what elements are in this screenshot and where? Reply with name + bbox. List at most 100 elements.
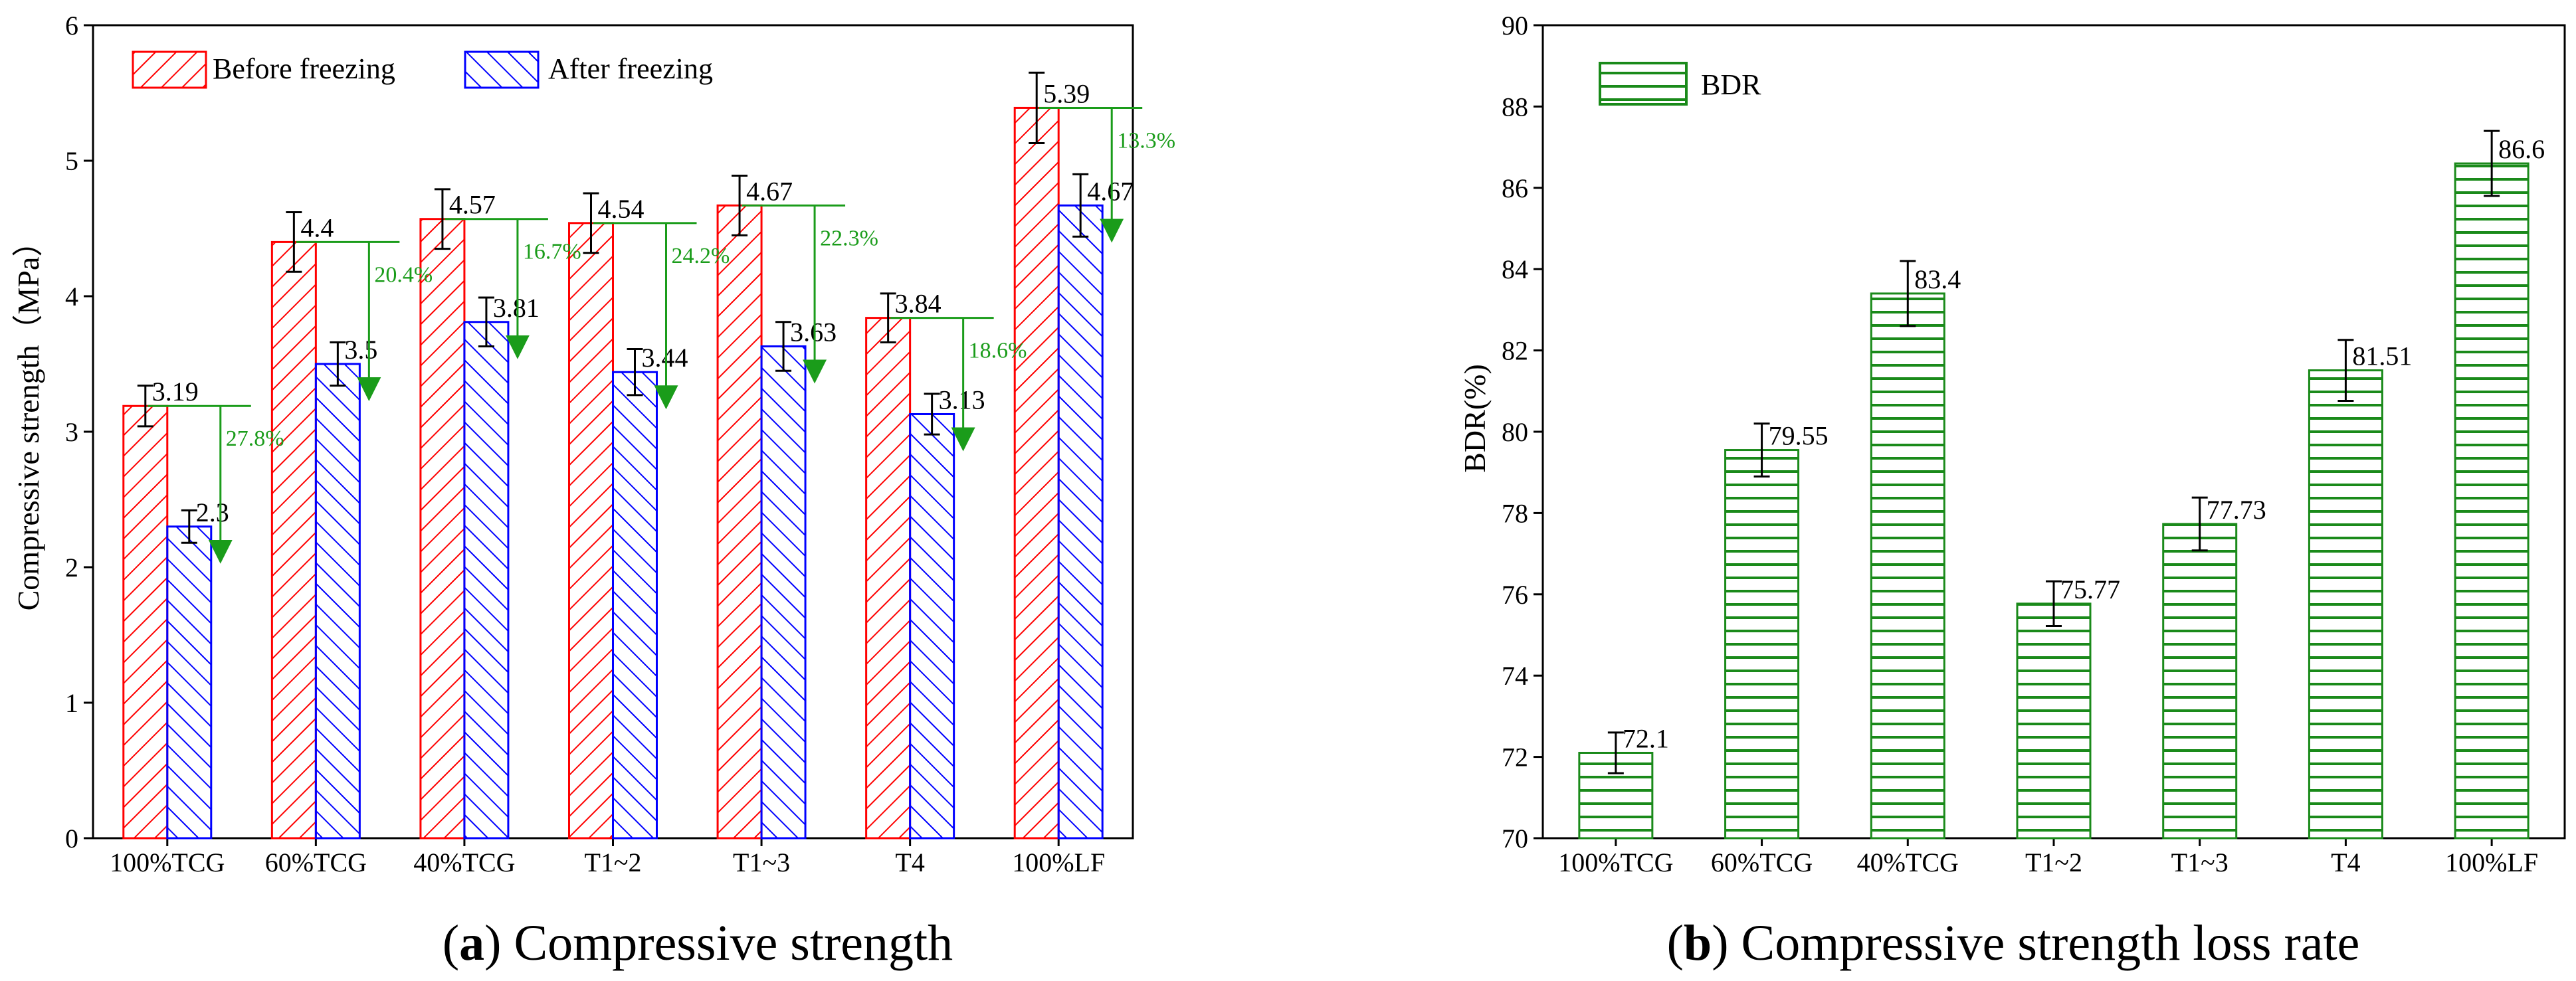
data-label: 3.5 — [344, 335, 377, 365]
bar-after-freezing — [909, 412, 955, 840]
y-tick-label: 84 — [1502, 254, 1528, 284]
y-tick-label: 90 — [1502, 11, 1528, 41]
x-tick-label: 100%LF — [2445, 847, 2538, 877]
reduction-percent-label: 16.7% — [523, 240, 581, 264]
reduction-percent-label: 22.3% — [820, 226, 878, 250]
data-label: 3.63 — [790, 317, 837, 347]
data-label: 83.4 — [1914, 264, 1961, 294]
x-tick-label: 100%LF — [1012, 847, 1105, 877]
x-tick-label: T4 — [895, 847, 924, 877]
y-tick-label: 5 — [65, 146, 78, 176]
data-label: 4.67 — [1087, 176, 1134, 206]
panel-b-caption-letter: b — [1684, 915, 1712, 971]
data-label: 3.44 — [642, 343, 688, 373]
bar-after-freezing — [314, 363, 361, 840]
y-tick-label: 70 — [1502, 824, 1528, 853]
panel-a-y-axis-title: Compressive strength（MPa） — [11, 226, 45, 611]
bar-bdr — [2454, 162, 2529, 840]
legend-label-bdr: BDR — [1701, 68, 1761, 101]
reduction-percent-label: 27.8% — [226, 426, 284, 451]
bar-bdr — [2308, 369, 2383, 840]
y-tick-label: 80 — [1502, 417, 1528, 447]
bar-before-freezing — [419, 218, 466, 840]
y-tick-label: 88 — [1502, 92, 1528, 122]
data-label: 4.57 — [449, 190, 496, 220]
legend-swatch-bdr — [1599, 62, 1688, 106]
bar-after-freezing — [463, 321, 510, 840]
data-label: 3.19 — [152, 377, 199, 406]
y-tick-label: 78 — [1502, 498, 1528, 528]
bar-before-freezing — [122, 404, 169, 840]
x-tick-label: 40%TCG — [413, 847, 515, 877]
bar-after-freezing — [612, 371, 658, 840]
x-tick-label: 60%TCG — [1711, 847, 1813, 877]
panel-a-legend: Before freezing After freezing — [132, 50, 713, 89]
x-tick-label: T1~3 — [733, 847, 790, 877]
panel-b-bars: 72.1 79.55 83.4 75.77 77.73 81.51 86.6 — [1578, 130, 2545, 840]
legend-swatch-after-freezing — [464, 50, 540, 89]
panel-a-caption: (a) Compressive strength — [443, 915, 953, 971]
y-tick-label: 82 — [1502, 336, 1528, 366]
bar-bdr — [2016, 602, 2092, 840]
panel-a-bars: 3.19 4.4 4.57 4.54 4.67 3.84 5.39 2.3 3.5 3.81 3.4… — [122, 71, 1134, 840]
y-tick-label: 2 — [65, 553, 78, 582]
data-label: 81.51 — [2352, 341, 2412, 371]
y-tick-label: 86 — [1502, 173, 1528, 203]
y-tick-label: 74 — [1502, 661, 1528, 691]
bar-after-freezing — [166, 525, 213, 840]
panel-a-compressive-strength: 0 1 2 3 4 5 6 100%TCG 60%TCG 40%TCG T1~2 T1~3 T4 100%… — [11, 11, 1175, 971]
panel-b-bdr: 70 72 74 76 78 80 82 84 86 88 90 100%TCG 60%TCG 40%TC… — [1458, 11, 2566, 971]
y-tick-label: 0 — [65, 824, 78, 853]
x-tick-label: 40%TCG — [1857, 847, 1959, 877]
bar-bdr — [1724, 449, 1800, 840]
panel-a-caption-text: Compressive strength — [514, 915, 953, 971]
data-label: 72.1 — [1623, 723, 1669, 753]
data-label: 5.39 — [1043, 78, 1090, 108]
data-label: 3.81 — [493, 293, 540, 323]
data-label: 2.3 — [196, 497, 229, 527]
data-label: 77.73 — [2207, 495, 2266, 525]
y-tick-label: 6 — [65, 11, 78, 41]
panel-b-axes: 70 72 74 76 78 80 82 84 86 88 90 100%TCG 60%TCG 40%TC… — [1502, 11, 2566, 877]
panel-b-caption: (b) Compressive strength loss rate — [1667, 915, 2360, 971]
bar-before-freezing — [270, 240, 317, 840]
legend-label-after-freezing: After freezing — [548, 52, 713, 85]
panel-b-y-axis-title: BDR(%) — [1458, 364, 1492, 473]
bar-before-freezing — [716, 204, 763, 840]
reduction-percent-label: 24.2% — [672, 244, 730, 268]
data-label: 3.13 — [939, 385, 985, 414]
data-label: 4.54 — [598, 194, 644, 224]
y-tick-label: 3 — [65, 417, 78, 447]
bar-before-freezing — [568, 222, 614, 840]
x-tick-label: T4 — [2331, 847, 2360, 877]
x-tick-label: T1~3 — [2171, 847, 2229, 877]
bar-before-freezing — [1013, 106, 1060, 840]
data-label: 75.77 — [2060, 575, 2120, 604]
panel-b-caption-text: Compressive strength loss rate — [1741, 915, 2360, 971]
bar-after-freezing — [760, 345, 807, 840]
reduction-percent-label: 13.3% — [1117, 128, 1175, 153]
reduction-percent-label: 20.4% — [374, 262, 433, 287]
bar-after-freezing — [1057, 204, 1104, 840]
data-label: 3.84 — [895, 289, 941, 319]
bar-before-freezing — [865, 317, 912, 840]
data-label: 4.4 — [300, 213, 334, 242]
panel-b-legend: BDR — [1599, 62, 1761, 106]
y-tick-label: 4 — [65, 282, 78, 312]
x-tick-label: 100%TCG — [110, 847, 225, 877]
y-tick-label: 76 — [1502, 580, 1528, 610]
panel-a-caption-letter: a — [459, 915, 484, 971]
y-tick-label: 72 — [1502, 743, 1528, 772]
bar-bdr — [1870, 292, 1945, 840]
reduction-percent-label: 18.6% — [969, 339, 1027, 363]
data-label: 86.6 — [2498, 134, 2545, 164]
legend-swatch-before-freezing — [132, 50, 207, 89]
x-tick-label: T1~2 — [2025, 847, 2082, 877]
panel-a-annotations: 27.8% 20.4% 16.7% 24.2% 22.3% 18.6% 13.3% — [148, 106, 1175, 564]
panel-a-axes: 0 1 2 3 4 5 6 100%TCG 60%TCG 40%TCG T1~2 T1~3 T4 100%… — [65, 11, 1134, 877]
x-tick-label: 60%TCG — [265, 847, 367, 877]
legend-label-before-freezing: Before freezing — [213, 52, 395, 85]
data-label: 4.67 — [746, 176, 793, 206]
data-label: 79.55 — [1769, 421, 1829, 451]
